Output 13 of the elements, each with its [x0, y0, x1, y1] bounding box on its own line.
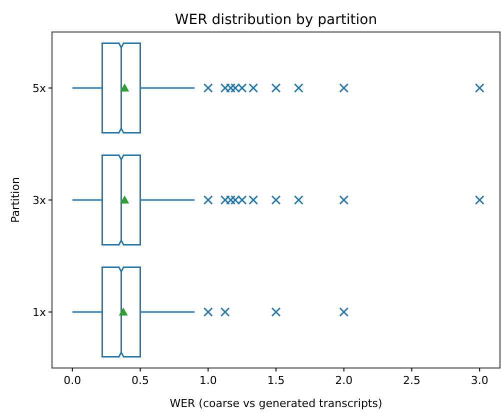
x-tick-label: 0.0	[64, 374, 82, 387]
chart-title: WER distribution by partition	[174, 12, 378, 28]
y-axis-title: Partition	[9, 177, 22, 223]
x-tick-label: 3.0	[470, 374, 488, 387]
x-tick-label: 2.5	[403, 374, 421, 387]
x-tick-label: 1.5	[267, 374, 285, 387]
x-tick-label: 0.5	[131, 374, 149, 387]
y-tick-label: 5x	[32, 82, 46, 95]
x-tick-label: 2.0	[335, 374, 353, 387]
x-tick-label: 1.0	[199, 374, 217, 387]
x-axis-title: WER (coarse vs generated transcripts)	[170, 397, 382, 410]
y-tick-label: 1x	[32, 306, 46, 319]
y-tick-label: 3x	[32, 194, 46, 207]
